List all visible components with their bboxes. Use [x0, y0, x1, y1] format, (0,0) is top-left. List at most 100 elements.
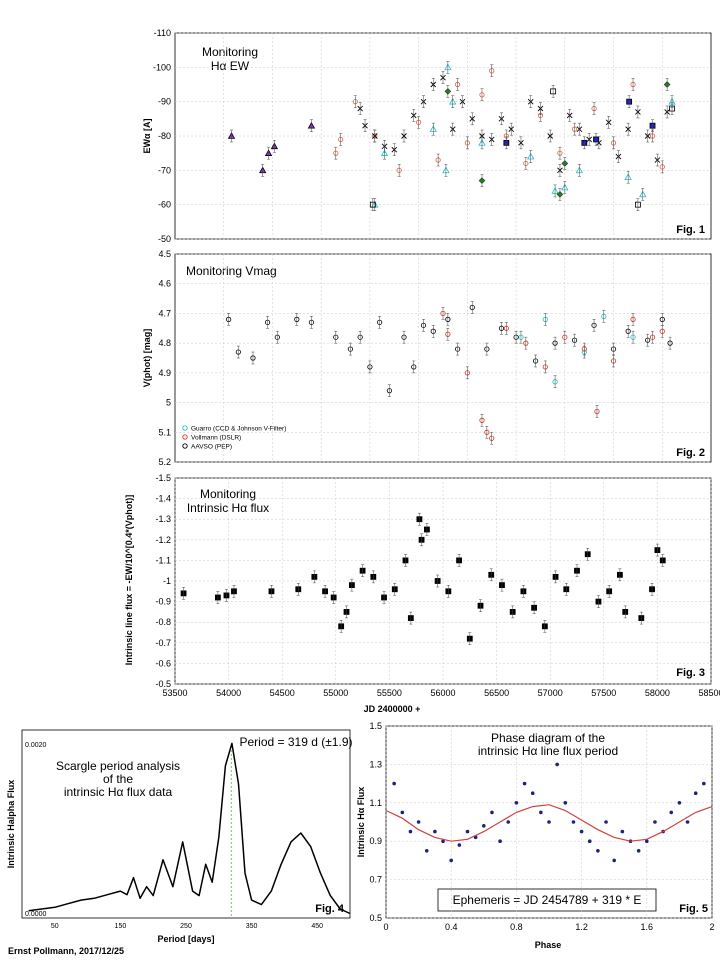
fig1-series2-point-errorbar [616, 150, 620, 163]
fig1-series1-point-errorbar [436, 153, 440, 167]
fig3-xtick-label: 57500 [591, 688, 616, 698]
fig2-series2-point-errorbar [456, 342, 460, 356]
fig5-series0-point [612, 858, 616, 863]
fig1-series6-point-errorbar [446, 85, 450, 98]
fig1-ytick-label: -60 [158, 200, 171, 210]
fig1-series2-point-errorbar [470, 112, 474, 126]
fig5-series0-point [587, 839, 592, 843]
fig3-series0-point-errorbar [521, 585, 525, 598]
fig2-series2-point-errorbar [251, 351, 255, 365]
fig3-series0-point-errorbar [182, 587, 186, 600]
fig1-series2-point-errorbar [373, 129, 377, 143]
fig4-periodogram-line [28, 742, 351, 915]
fig5-series0-point [449, 858, 454, 863]
fig3-series0-point-errorbar [607, 585, 611, 598]
fig2-series0-point-errorbar [631, 330, 635, 344]
fig3-ytick-label: -0.5 [155, 679, 171, 689]
fig3-label: Fig. 3 [676, 667, 705, 679]
fig2-series2-point-errorbar [646, 333, 650, 347]
fig5-series0-point [669, 810, 674, 815]
fig1-series2-point-errorbar [519, 136, 523, 150]
fig2-series1-point-errorbar [446, 327, 450, 341]
fig5-series0-point [604, 820, 608, 824]
fig3-series0-point-errorbar [425, 523, 429, 536]
fig2-series2-point-errorbar [553, 336, 557, 350]
fig1-series2-point-errorbar [587, 133, 591, 146]
fig5-series0-point [620, 829, 625, 834]
fig5-series0-point [400, 810, 405, 815]
fig2-ytick-label: 5.1 [158, 427, 171, 437]
fig2-series1-point-errorbar [524, 336, 528, 350]
fig3-series0-point-errorbar [661, 554, 665, 567]
fig3-series0-point-errorbar [446, 585, 450, 598]
fig5-series0-point [645, 839, 649, 843]
fig5-series0-point [530, 791, 535, 795]
fig1-series2-point-errorbar [460, 95, 464, 108]
fig5-series0-point [522, 781, 527, 786]
fig2-series1-point-errorbar [582, 342, 586, 356]
fig2-ytick-label: 5.2 [158, 457, 171, 467]
fig5-ytick-label: 1.3 [369, 759, 382, 769]
fig3-title: Monitoring Intrinsic Hα flux [187, 487, 269, 515]
fig2-label: Fig. 2 [676, 447, 705, 459]
fig3-series0-point-errorbar [650, 582, 654, 596]
fig3-series0-point-errorbar [361, 564, 365, 577]
fig3-ytick-label: -1.4 [155, 494, 171, 504]
fig2-series2-point-errorbar [236, 345, 240, 359]
fig2-ytick-label: 4.8 [158, 338, 171, 348]
fig1-series3-point-errorbar [553, 184, 557, 198]
fig5-xtick-label: 1.6 [641, 922, 654, 932]
fig3-series0-point-errorbar [224, 589, 228, 602]
fig4-xtick-label: 150 [115, 923, 127, 930]
fig1-series2-point-errorbar [577, 122, 581, 136]
fig1-series3-point-errorbar [641, 188, 645, 201]
fig2-series2-point-errorbar [358, 330, 362, 344]
fig1-ytick-label: -70 [158, 165, 171, 175]
fig5-ytick-label: 0.9 [369, 836, 382, 846]
fig1-series2-point-errorbar [626, 122, 630, 136]
fig3-series0-point-errorbar [382, 591, 386, 604]
fig3-ylabel: Intrinsic line flux = -EW/10^[0.4*(Vphot… [124, 495, 134, 666]
fig3-ytick-label: -1 [163, 576, 171, 586]
fig5-series0-point [433, 829, 437, 834]
fig1-series2-point-errorbar [451, 122, 455, 136]
fig3-series0-point-errorbar [457, 554, 461, 567]
fig3-ytick-label: -1.3 [155, 514, 171, 524]
fig3-series0-point-errorbar [543, 620, 547, 633]
fig4-ylabel: Intrinsic Halpha Flux [6, 780, 16, 869]
fig1-series1-point-errorbar [353, 95, 357, 108]
fig5-ytick-label: 0.7 [369, 875, 382, 885]
fig5-series0-point [555, 762, 559, 767]
fig5-series0-point [571, 820, 576, 824]
fig1-series1-point-errorbar [592, 102, 596, 115]
fig1-series1-point-errorbar [660, 160, 664, 174]
fig5-series0-point [702, 781, 706, 786]
fig3-series0-point-errorbar [339, 620, 343, 633]
fig2-series1-point-errorbar [563, 330, 567, 344]
fig3-chart: Monitoring Intrinsic Hα flux Fig. 3 Intri… [124, 473, 720, 714]
ephemeris-text: Ephemeris = JD 2454789 + 319 * E [453, 893, 642, 907]
fig3-ytick-label: -1.1 [155, 555, 171, 565]
fig2-ytick-label: 4.6 [158, 279, 171, 289]
fig4-xlabel: Period [days] [157, 934, 214, 944]
fig3-series0-point-errorbar [371, 570, 375, 584]
fig1-series5-point-errorbar [651, 119, 655, 132]
fig2-legend-marker [182, 443, 188, 449]
fig5-series0-point [693, 791, 698, 795]
fig1-series6-point-errorbar [563, 157, 567, 170]
fig2-series0-point-errorbar [543, 313, 547, 326]
fig1-ytick-label: -100 [153, 62, 171, 72]
fig1-series2-point-errorbar [402, 129, 406, 143]
fig1-ytick-label: -50 [158, 234, 171, 244]
fig2-series1-point-errorbar [595, 405, 599, 418]
fig1-ytick-label: -80 [158, 131, 171, 141]
fig3-series0-point-errorbar [409, 611, 413, 625]
fig1-series2-point-errorbar [412, 109, 416, 122]
fig1-series0-point-errorbar [272, 140, 276, 153]
fig3-series0-point-errorbar [532, 601, 536, 615]
fig5-series0-point [498, 839, 502, 843]
fig3-series0-point-errorbar [479, 599, 483, 612]
fig3-ytick-label: -0.8 [155, 617, 171, 627]
fig4-title: Scargle period analysis of the intrinsic H… [56, 759, 180, 799]
fig1-ylabel: EWα [A] [142, 118, 152, 153]
